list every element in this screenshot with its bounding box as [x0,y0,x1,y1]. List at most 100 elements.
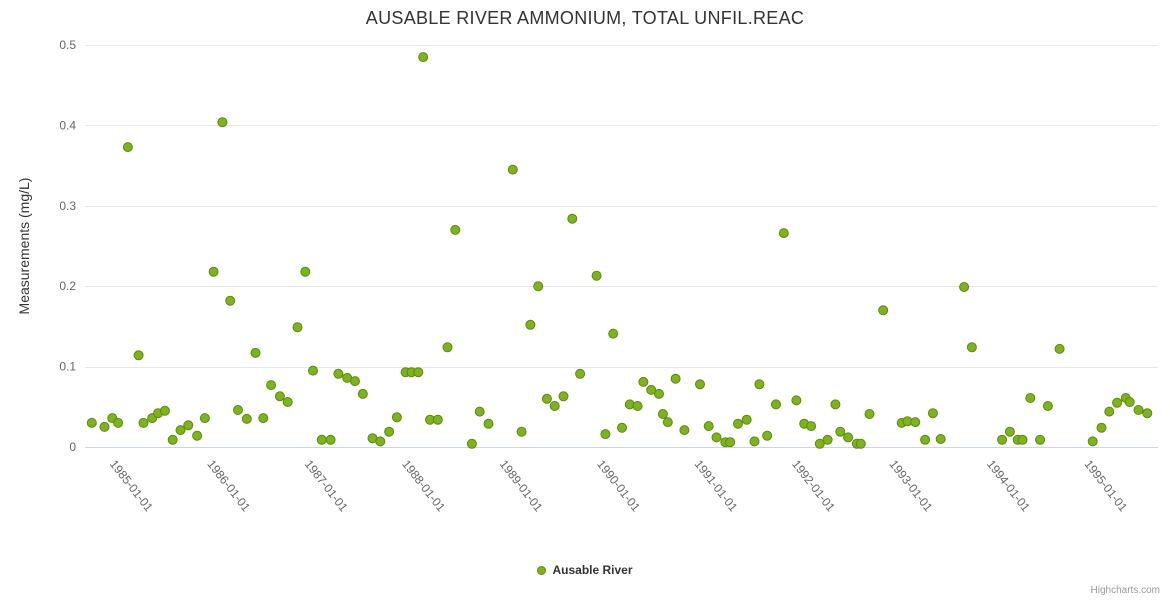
data-point[interactable] [1004,426,1015,437]
data-point[interactable] [133,350,144,361]
data-point[interactable] [450,224,461,235]
data-point[interactable] [591,270,602,281]
data-point[interactable] [1104,406,1115,417]
data-point[interactable] [541,393,552,404]
data-point[interactable] [86,417,97,428]
data-point[interactable] [384,426,395,437]
data-point[interactable] [167,434,178,445]
legend-item[interactable]: Ausable River [0,563,1170,577]
data-point[interactable] [516,426,527,437]
data-point[interactable] [791,395,802,406]
data-point[interactable] [474,406,485,417]
data-point[interactable] [679,425,690,436]
data-point[interactable] [1042,401,1053,411]
data-point[interactable] [266,380,277,391]
data-point[interactable] [442,342,453,353]
data-point[interactable] [1087,436,1098,447]
data-point[interactable] [113,417,124,428]
data-point[interactable] [1035,434,1046,445]
data-point[interactable] [159,405,170,416]
data-point[interactable] [99,421,110,432]
data-point[interactable] [533,281,544,292]
data-point[interactable] [250,347,261,358]
data-point[interactable] [754,379,765,390]
data-point[interactable] [483,418,494,429]
data-point[interactable] [733,418,743,429]
data-point[interactable] [208,266,219,277]
data-point[interactable] [600,429,611,440]
data-point[interactable] [122,142,133,153]
data-point[interactable] [835,426,846,437]
data-point[interactable] [300,266,311,277]
data-point[interactable] [507,164,518,175]
data-point[interactable] [1054,343,1065,354]
data-point[interactable] [175,425,186,436]
data-point[interactable] [357,388,368,399]
highcharts-credits-link[interactable]: Highcharts.com [1090,585,1160,596]
data-point[interactable] [959,282,970,292]
data-point[interactable] [375,436,386,447]
data-point[interactable] [1124,397,1135,407]
data-point[interactable] [670,373,681,384]
data-point[interactable] [864,409,875,419]
data-point[interactable] [771,399,781,410]
data-point[interactable] [920,434,931,445]
data-point[interactable] [997,434,1008,445]
data-point[interactable] [830,399,841,410]
data-point[interactable] [1017,434,1028,445]
data-point[interactable] [617,422,627,433]
data-point[interactable] [878,305,889,316]
data-point[interactable] [466,438,477,449]
data-point[interactable] [192,430,203,441]
data-point[interactable] [703,421,714,432]
data-point[interactable] [316,434,327,445]
data-point[interactable] [350,376,360,387]
data-point[interactable] [1096,422,1107,433]
data-point[interactable] [325,434,336,445]
data-point[interactable] [432,414,443,425]
data-point[interactable] [413,367,424,378]
data-point[interactable] [855,438,866,449]
data-point[interactable] [822,434,833,445]
data-point[interactable] [762,430,773,441]
data-point[interactable] [292,322,303,333]
data-point[interactable] [549,401,560,411]
data-point[interactable] [274,391,285,402]
data-point[interactable] [778,228,789,239]
data-point[interactable] [575,368,586,379]
data-point[interactable] [927,408,938,419]
data-point[interactable] [657,409,668,419]
data-point[interactable] [711,432,722,443]
data-point[interactable] [966,342,977,353]
data-point[interactable] [525,319,536,330]
data-point[interactable] [391,412,402,423]
data-point[interactable] [241,413,252,424]
data-point[interactable] [282,397,293,407]
data-point[interactable] [567,213,578,224]
data-point[interactable] [638,376,649,387]
data-point[interactable] [814,438,825,449]
data-point[interactable] [308,365,318,376]
data-point[interactable] [217,117,228,128]
data-point[interactable] [199,413,210,424]
data-point[interactable] [258,413,269,424]
data-point[interactable] [910,417,921,428]
data-point[interactable] [333,368,344,379]
data-point[interactable] [695,379,705,390]
data-point[interactable] [646,384,657,395]
data-point[interactable] [935,434,946,444]
data-point[interactable] [662,417,673,428]
data-point[interactable] [233,405,243,415]
data-point[interactable] [1133,405,1144,415]
data-point[interactable] [608,328,619,339]
data-point[interactable] [741,414,752,425]
data-point[interactable] [843,432,854,443]
data-point[interactable] [749,436,760,447]
data-point[interactable] [1142,408,1153,419]
data-point[interactable] [1025,393,1036,403]
data-point[interactable] [225,295,236,306]
data-point[interactable] [1112,397,1123,408]
data-point[interactable] [138,417,149,428]
data-point[interactable] [654,388,664,399]
data-point[interactable] [418,52,429,63]
